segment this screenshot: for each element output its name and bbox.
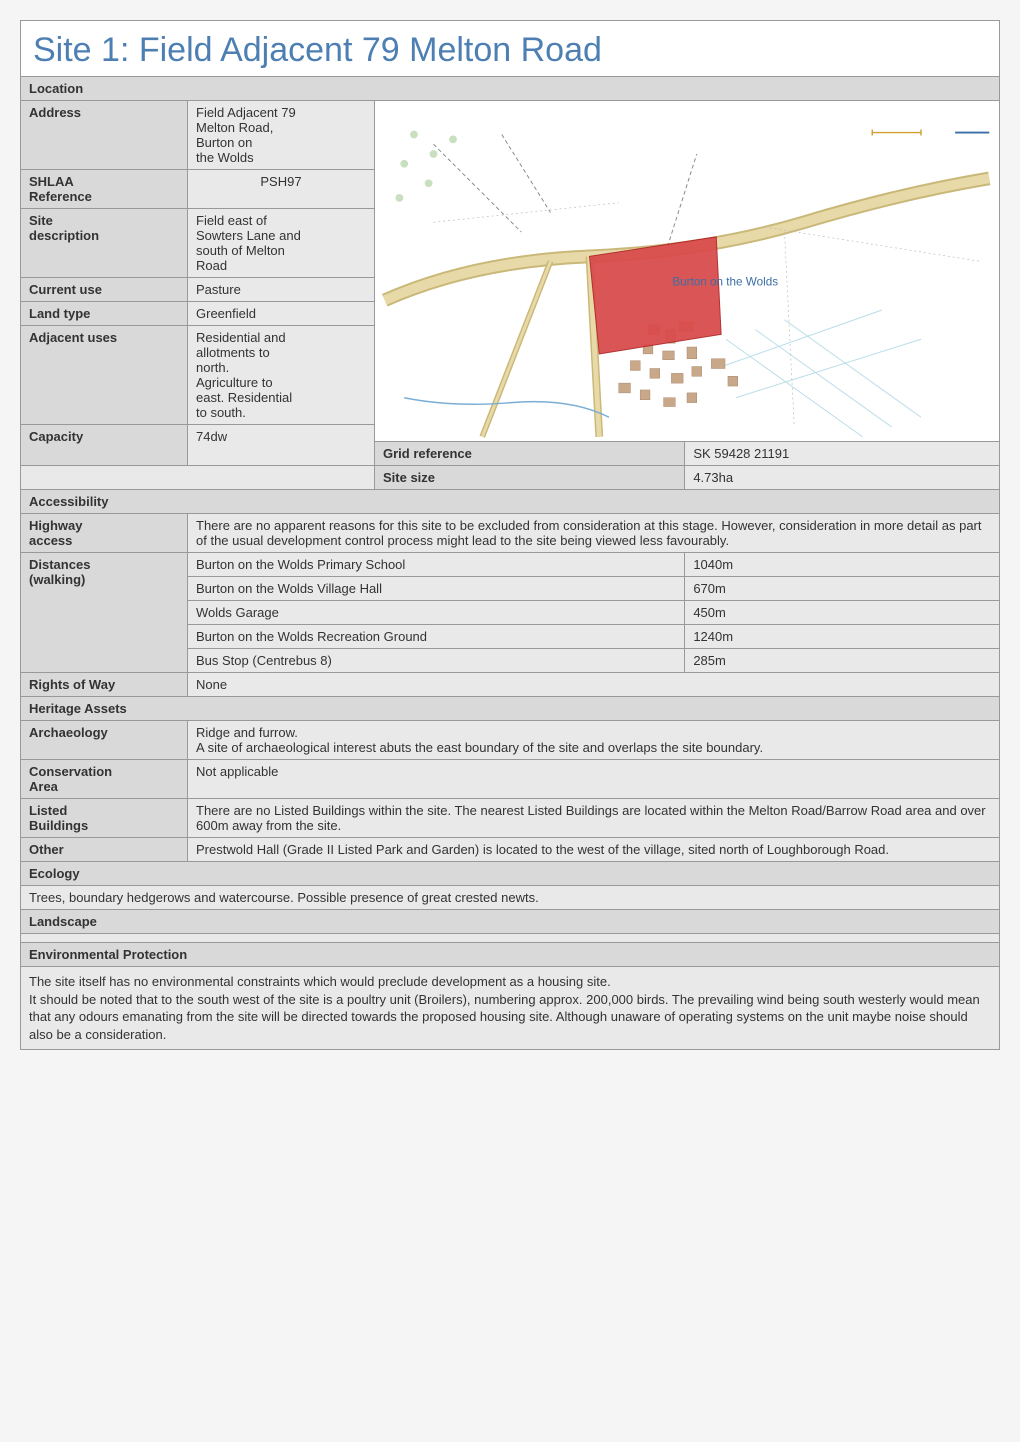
distance-place-3: Burton on the Wolds Recreation Ground bbox=[188, 625, 685, 649]
map-svg: Burton on the Wolds bbox=[375, 101, 999, 441]
ecology-header: Ecology bbox=[21, 862, 1000, 886]
env-header: Environmental Protection bbox=[21, 943, 1000, 967]
distance-dist-3: 1240m bbox=[685, 625, 1000, 649]
arch-label: Archaeology bbox=[21, 721, 188, 760]
shlaa-label: SHLAA Reference bbox=[21, 170, 188, 209]
other-value: Prestwold Hall (Grade II Listed Park and… bbox=[188, 838, 1000, 862]
main-table: Site 1: Field Adjacent 79 Melton Road Lo… bbox=[20, 20, 1000, 1050]
listed-label: Listed Buildings bbox=[21, 799, 188, 838]
distance-place-0: Burton on the Wolds Primary School bbox=[188, 553, 685, 577]
capacity-label: Capacity bbox=[21, 425, 188, 466]
map-box: Burton on the Wolds bbox=[375, 101, 999, 441]
page-container: Site 1: Field Adjacent 79 Melton Road Lo… bbox=[20, 20, 1000, 1050]
rights-value: None bbox=[188, 673, 1000, 697]
distance-dist-1: 670m bbox=[685, 577, 1000, 601]
land-type-label: Land type bbox=[21, 302, 188, 326]
other-label: Other bbox=[21, 838, 188, 862]
site-desc-value: Field east of Sowters Lane and south of … bbox=[188, 209, 375, 278]
map-cell: Burton on the Wolds bbox=[375, 101, 1000, 442]
shlaa-value: PSH97 bbox=[188, 170, 375, 209]
adjacent-value: Residential and allotments to north. Agr… bbox=[188, 326, 375, 425]
distance-place-4: Bus Stop (Centrebus 8) bbox=[188, 649, 685, 673]
distance-dist-4: 285m bbox=[685, 649, 1000, 673]
distance-place-1: Burton on the Wolds Village Hall bbox=[188, 577, 685, 601]
accessibility-header: Accessibility bbox=[21, 490, 1000, 514]
land-type-value: Greenfield bbox=[188, 302, 375, 326]
current-use-label: Current use bbox=[21, 278, 188, 302]
site-size-value: 4.73ha bbox=[685, 466, 1000, 490]
ecology-value: Trees, boundary hedgerows and watercours… bbox=[21, 886, 1000, 910]
env-value: The site itself has no environmental con… bbox=[21, 967, 1000, 1050]
address-value: Field Adjacent 79 Melton Road, Burton on… bbox=[188, 101, 375, 170]
adjacent-label: Adjacent uses bbox=[21, 326, 188, 425]
distance-dist-2: 450m bbox=[685, 601, 1000, 625]
current-use-value: Pasture bbox=[188, 278, 375, 302]
landscape-header: Landscape bbox=[21, 910, 1000, 934]
landscape-spacer bbox=[21, 934, 1000, 943]
site-size-label: Site size bbox=[375, 466, 685, 490]
map-label: Burton on the Wolds bbox=[672, 276, 778, 289]
cons-value: Not applicable bbox=[188, 760, 1000, 799]
heritage-header: Heritage Assets bbox=[21, 697, 1000, 721]
location-header: Location bbox=[21, 77, 1000, 101]
grid-ref-label: Grid reference bbox=[375, 442, 685, 466]
rights-label: Rights of Way bbox=[21, 673, 188, 697]
site-desc-label: Site description bbox=[21, 209, 188, 278]
distance-place-2: Wolds Garage bbox=[188, 601, 685, 625]
address-label: Address bbox=[21, 101, 188, 170]
grid-ref-value: SK 59428 21191 bbox=[685, 442, 1000, 466]
arch-value: Ridge and furrow. A site of archaeologic… bbox=[188, 721, 1000, 760]
cons-label: Conservation Area bbox=[21, 760, 188, 799]
distances-label: Distances (walking) bbox=[21, 553, 188, 673]
page-title: Site 1: Field Adjacent 79 Melton Road bbox=[21, 21, 1000, 77]
distance-dist-0: 1040m bbox=[685, 553, 1000, 577]
capacity-value: 74dw bbox=[188, 425, 375, 466]
listed-value: There are no Listed Buildings within the… bbox=[188, 799, 1000, 838]
highway-label: Highway access bbox=[21, 514, 188, 553]
highway-value: There are no apparent reasons for this s… bbox=[188, 514, 1000, 553]
